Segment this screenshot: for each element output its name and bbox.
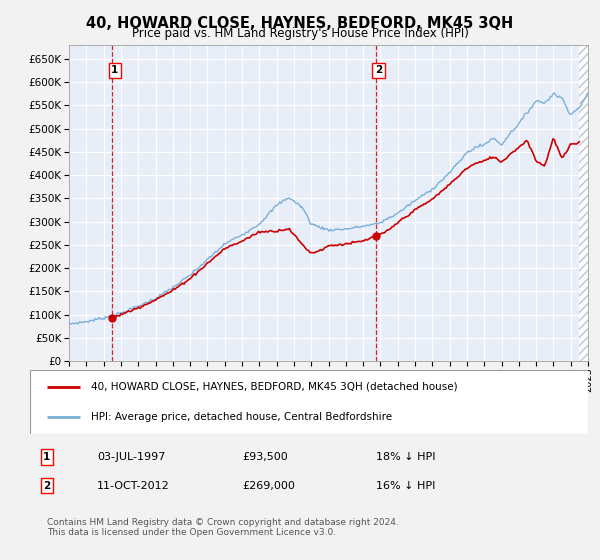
Text: £93,500: £93,500 [242, 452, 288, 462]
Text: 16% ↓ HPI: 16% ↓ HPI [376, 480, 436, 491]
Text: Contains HM Land Registry data © Crown copyright and database right 2024.
This d: Contains HM Land Registry data © Crown c… [47, 517, 398, 537]
Bar [580, 45, 588, 361]
Text: Price paid vs. HM Land Registry's House Price Index (HPI): Price paid vs. HM Land Registry's House … [131, 27, 469, 40]
Text: 1: 1 [111, 66, 118, 76]
Text: 40, HOWARD CLOSE, HAYNES, BEDFORD, MK45 3QH: 40, HOWARD CLOSE, HAYNES, BEDFORD, MK45 … [86, 16, 514, 31]
Text: 03-JUL-1997: 03-JUL-1997 [97, 452, 166, 462]
Text: 2: 2 [375, 66, 382, 76]
Text: 1: 1 [43, 452, 50, 462]
Text: 40, HOWARD CLOSE, HAYNES, BEDFORD, MK45 3QH (detached house): 40, HOWARD CLOSE, HAYNES, BEDFORD, MK45 … [91, 382, 458, 392]
Text: 2: 2 [43, 480, 50, 491]
Text: 11-OCT-2012: 11-OCT-2012 [97, 480, 170, 491]
Text: 18% ↓ HPI: 18% ↓ HPI [376, 452, 436, 462]
FancyBboxPatch shape [30, 370, 588, 434]
Text: £269,000: £269,000 [242, 480, 295, 491]
Text: HPI: Average price, detached house, Central Bedfordshire: HPI: Average price, detached house, Cent… [91, 412, 392, 422]
